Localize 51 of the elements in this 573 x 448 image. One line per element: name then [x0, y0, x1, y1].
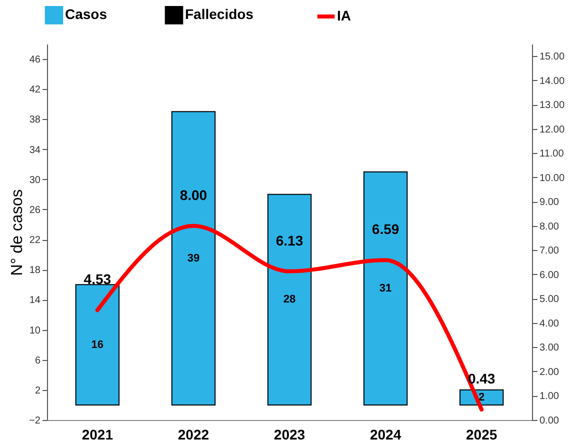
- y-tick-label: 30: [29, 174, 41, 186]
- data-label: 2: [478, 391, 485, 404]
- y2-tick-label: 10.00: [540, 172, 565, 184]
- y2-tick-label: 2.00: [540, 366, 560, 378]
- data-label: 6.59: [372, 221, 400, 238]
- y2-tick-label: 0.00: [540, 416, 560, 426]
- y-tick-label: 18: [29, 265, 41, 276]
- y-tick-label: 42: [29, 84, 41, 96]
- y2-tick-label: 15.00: [540, 52, 565, 63]
- y-tick-label: 14: [29, 295, 41, 306]
- bar: [267, 194, 312, 406]
- y-tick-label: 46: [29, 54, 41, 66]
- x-tick-label: 2021: [82, 426, 114, 442]
- y2-tick-label: 3.00: [540, 342, 560, 354]
- y-tick-label: −2: [29, 416, 41, 426]
- y2-tick-label: 9.00: [540, 197, 560, 208]
- bar: [363, 171, 408, 406]
- y2-tick-label: 12.00: [540, 124, 565, 136]
- data-label: 8.00: [180, 186, 208, 203]
- x-tick-label: 2025: [466, 426, 498, 442]
- y2-tick-label: 7.00: [540, 246, 560, 257]
- x-tick-label: 2024: [370, 426, 402, 442]
- y-tick-label: 26: [29, 204, 41, 216]
- y2-tick-label: 8.00: [540, 221, 560, 232]
- y-tick-label: 38: [29, 114, 41, 126]
- y-tick-label: 10: [29, 325, 41, 336]
- y-tick-label: 34: [29, 144, 41, 156]
- y2-tick-label: 13.00: [540, 100, 565, 112]
- y-axis-title: N° de casos: [9, 189, 26, 276]
- bar: [171, 111, 216, 406]
- x-tick-label: 2023: [274, 426, 306, 442]
- y2-tick-label: 14.00: [540, 76, 565, 87]
- y-tick-label: 22: [29, 235, 41, 246]
- data-label: 28: [283, 294, 296, 306]
- legend-label: Casos: [65, 6, 108, 22]
- data-label: 6.13: [276, 232, 304, 248]
- legend-label: IA: [337, 8, 351, 24]
- data-label: 4.53: [84, 271, 112, 288]
- legend-label: Fallecidos: [185, 6, 254, 22]
- y2-tick-label: 5.00: [540, 294, 560, 306]
- data-label: 16: [91, 338, 104, 351]
- bar: [75, 284, 120, 406]
- data-label: 39: [187, 252, 200, 264]
- x-tick-label: 2022: [178, 426, 210, 442]
- y-tick-label: 2: [34, 385, 41, 396]
- y-tick-label: 6: [34, 355, 41, 366]
- y2-tick-label: 11.00: [540, 148, 564, 160]
- y2-tick-label: 4.00: [540, 318, 560, 330]
- y2-tick-label: 1.00: [540, 391, 560, 402]
- data-label: 31: [379, 282, 392, 294]
- y2-tick-label: 6.00: [540, 270, 560, 281]
